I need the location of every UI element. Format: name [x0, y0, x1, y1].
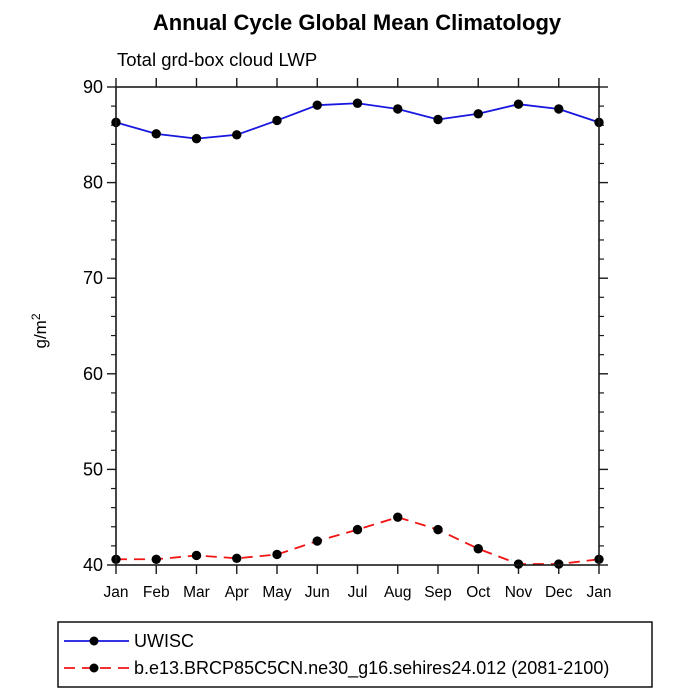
- data-point: [352, 98, 363, 108]
- plot-frame: [115, 86, 600, 566]
- y-axis-label: g/m2: [29, 313, 50, 348]
- legend-box: [57, 621, 653, 688]
- data-point: [312, 536, 322, 546]
- month-label: Sep: [424, 584, 452, 601]
- data-point: [433, 114, 443, 125]
- y-tick-label: 70: [83, 268, 103, 288]
- month-label: Nov: [505, 584, 533, 601]
- month-label: May: [262, 584, 292, 601]
- series-line-1: [116, 516, 600, 565]
- y-axis-tick-labels: 40 50 60 70 80 90: [83, 77, 103, 575]
- legend-marker-dot-icon: [89, 636, 99, 646]
- data-point: [554, 559, 564, 569]
- legend-label-uwisc: UWISC: [134, 631, 194, 651]
- data-point: [232, 553, 242, 564]
- series-line-0: [115, 102, 600, 140]
- data-point: [191, 550, 202, 561]
- series-lines: [111, 98, 604, 569]
- month-label: Jun: [305, 584, 330, 601]
- data-point: [272, 549, 282, 560]
- y-tick-label: 60: [83, 364, 103, 384]
- y-tick-label: 90: [83, 77, 103, 97]
- y-tick-label: 50: [83, 459, 103, 479]
- chart-subtitle: Total grd-box cloud LWP: [117, 49, 317, 70]
- data-point: [393, 104, 403, 114]
- y-tick-label: 80: [83, 173, 103, 193]
- data-point: [272, 115, 282, 126]
- data-point: [554, 104, 564, 114]
- data-point: [513, 559, 524, 569]
- month-label: Oct: [466, 584, 491, 601]
- data-point: [191, 133, 202, 144]
- legend-label-model: b.e13.BRCP85C5CN.ne30_g16.sehires24.012 …: [134, 658, 609, 679]
- chart-title: Annual Cycle Global Mean Climatology: [153, 10, 562, 35]
- legend-marker-dot-icon: [89, 663, 99, 673]
- data-point: [151, 554, 161, 564]
- data-point: [352, 524, 363, 535]
- month-label: Dec: [545, 584, 573, 601]
- data-point: [312, 100, 322, 110]
- data-point: [232, 130, 242, 140]
- axis-ticks: [107, 78, 608, 574]
- data-point: [433, 524, 443, 535]
- y-tick-label: 40: [83, 555, 103, 575]
- data-point: [473, 544, 483, 554]
- month-label: Jan: [587, 584, 612, 601]
- data-point: [473, 109, 483, 119]
- month-label: Apr: [225, 584, 249, 601]
- x-axis-month-labels: Jan Feb Mar Apr May Jun Jul Aug Sep Oct Nov Dec Jan: [104, 584, 612, 601]
- legend: UWISC b.e13.BRCP85C5CN.ne30_g16.sehires2…: [57, 621, 653, 688]
- legend-item-model: b.e13.BRCP85C5CN.ne30_g16.sehires24.012 …: [64, 658, 609, 679]
- data-point: [393, 512, 403, 522]
- legend-item-uwisc: UWISC: [64, 631, 194, 651]
- month-label: Aug: [384, 584, 412, 601]
- month-label: Mar: [183, 584, 210, 601]
- data-point: [151, 129, 161, 139]
- month-label: Jan: [104, 584, 129, 601]
- month-label: Feb: [143, 584, 170, 601]
- month-label: Jul: [348, 584, 368, 601]
- data-point: [513, 99, 524, 109]
